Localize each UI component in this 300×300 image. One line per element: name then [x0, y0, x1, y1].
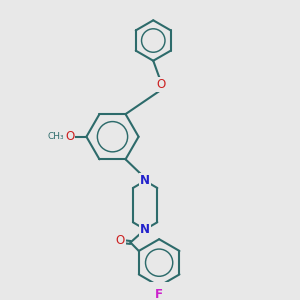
Text: F: F — [155, 288, 163, 300]
Text: N: N — [140, 223, 150, 236]
Text: O: O — [65, 130, 74, 143]
Text: CH₃: CH₃ — [48, 132, 64, 141]
Text: N: N — [140, 174, 150, 187]
Text: O: O — [157, 78, 166, 91]
Text: O: O — [116, 234, 124, 247]
